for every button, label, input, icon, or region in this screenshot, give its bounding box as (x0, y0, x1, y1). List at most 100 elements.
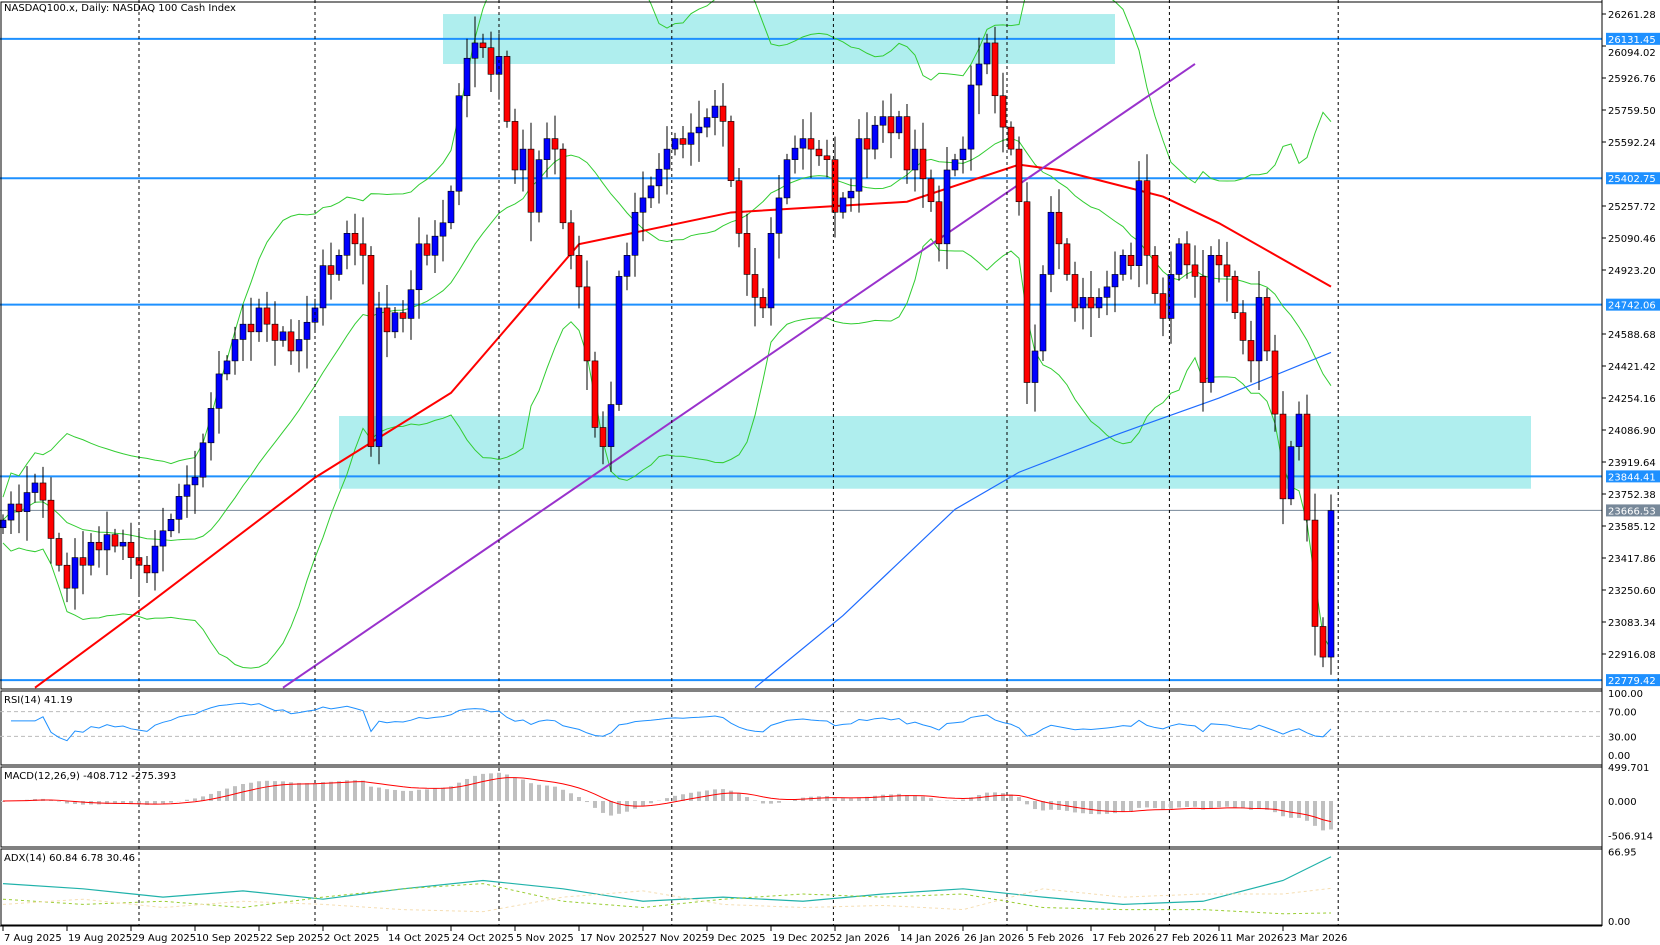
candle-up (159, 530, 167, 547)
candle-down (527, 148, 535, 213)
macd-histogram-bar (697, 791, 701, 801)
macd-histogram-bar (113, 801, 117, 804)
candle-up (1111, 274, 1119, 288)
candle-up (535, 159, 543, 213)
macd-histogram-bar (921, 796, 925, 801)
candle-down (1143, 180, 1151, 256)
candle-up (791, 147, 799, 160)
time-tick-label: 9 Dec 2025 (708, 933, 766, 944)
macd-histogram-bar (905, 794, 909, 801)
candle-down (1215, 255, 1223, 266)
candle-up (975, 63, 983, 86)
macd-histogram-bar (545, 785, 549, 801)
price-tick-label: 24588.68 (1608, 330, 1656, 341)
macd-histogram-bar (65, 801, 69, 804)
macd-histogram-bar (993, 792, 997, 801)
candle-up (959, 148, 967, 160)
candle-down (1183, 243, 1191, 266)
candle-up (687, 132, 695, 145)
macd-histogram-bar (153, 801, 157, 805)
time-tick-label: 2 Jan 2026 (836, 933, 890, 944)
candle-down (1311, 519, 1319, 627)
candle-down (79, 557, 87, 566)
candle-up (343, 232, 351, 256)
candle-down (991, 42, 999, 97)
candle-up (767, 232, 775, 309)
candle-up (455, 95, 463, 192)
macd-tick-label: 0.000 (1608, 797, 1637, 808)
macd-histogram-bar (145, 801, 149, 805)
macd-histogram-bar (521, 779, 525, 801)
macd-histogram-bar (913, 795, 917, 801)
time-tick-label: 14 Jan 2026 (900, 933, 960, 944)
macd-histogram-bar (745, 797, 749, 801)
rsi-tick-label: 30.00 (1608, 732, 1637, 743)
candle-down (1015, 148, 1023, 203)
macd-histogram-bar (225, 788, 229, 801)
candle-up (711, 105, 719, 118)
candle-down (743, 232, 751, 275)
time-tick-label: 29 Aug 2025 (132, 933, 196, 944)
macd-histogram-bar (833, 797, 837, 801)
macd-histogram-bar (417, 789, 421, 801)
chart-title: NASDAQ100.x, Daily: NASDAQ 100 Cash Inde… (4, 3, 236, 14)
candle-up (303, 321, 311, 340)
candle-down (903, 116, 911, 171)
macd-histogram-bar (577, 797, 581, 801)
candle-up (895, 116, 903, 134)
macd-histogram-bar (889, 794, 893, 801)
macd-histogram-bar (449, 786, 453, 801)
macd-histogram-bar (433, 788, 437, 801)
macd-histogram-bar (1113, 801, 1117, 814)
macd-histogram-bar (209, 793, 213, 801)
level-price-label: 23844.41 (1608, 472, 1656, 483)
macd-histogram-bar (497, 772, 501, 801)
candle-up (463, 57, 471, 97)
candle-down (559, 148, 567, 224)
candle-up (775, 197, 783, 234)
candle-down (1247, 340, 1255, 362)
candle-down (63, 564, 71, 589)
time-tick-label: 2 Oct 2025 (324, 933, 379, 944)
time-tick-label: 10 Sep 2025 (196, 933, 259, 944)
panel-border (0, 690, 1603, 766)
candle-up (495, 56, 503, 75)
candle-up (1255, 297, 1263, 362)
candle-down (1159, 293, 1167, 319)
candle-down (735, 180, 743, 234)
candle-up (1039, 274, 1047, 352)
time-tick-label: 17 Feb 2026 (1092, 933, 1154, 944)
price-tick-label: 24923.20 (1608, 266, 1656, 277)
macd-histogram-bar (633, 801, 637, 809)
macd-histogram-bar (553, 786, 557, 801)
level-price-label: 24742.06 (1608, 301, 1656, 312)
macd-histogram-bar (713, 789, 717, 801)
macd-histogram-bar (1145, 801, 1149, 808)
macd-tick-label: 499.701 (1608, 763, 1649, 774)
candle-up (839, 197, 847, 213)
macd-histogram-bar (665, 798, 669, 801)
macd-histogram-bar (1273, 801, 1277, 813)
rsi-tick-label: 0.00 (1608, 751, 1630, 762)
macd-histogram-bar (1097, 801, 1101, 815)
macd-histogram-bar (505, 774, 509, 801)
macd-histogram-bar (777, 801, 781, 803)
candle-up (151, 545, 159, 574)
macd-histogram-bar (425, 789, 429, 801)
candle-up (607, 404, 615, 447)
macd-histogram-bar (529, 783, 533, 801)
macd-histogram-bar (257, 781, 261, 801)
candle-up (119, 541, 127, 547)
candle-down (583, 286, 591, 362)
candle-up (1287, 446, 1295, 500)
macd-histogram-bar (769, 801, 773, 804)
macd-histogram-bar (953, 800, 957, 801)
macd-histogram-bar (1185, 801, 1189, 807)
candle-down (1319, 626, 1327, 658)
price-tick-label: 24086.90 (1608, 426, 1656, 437)
price-tick-label: 23585.12 (1608, 522, 1656, 533)
macd-histogram-bar (81, 801, 85, 805)
candle-up (695, 126, 703, 134)
candle-up (703, 117, 711, 128)
